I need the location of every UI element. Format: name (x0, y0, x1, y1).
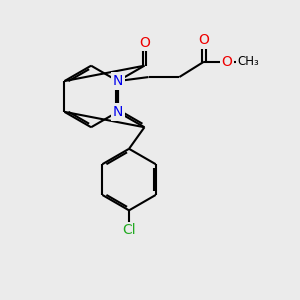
Text: N: N (112, 74, 123, 88)
Text: N: N (112, 105, 123, 119)
Text: O: O (139, 36, 150, 50)
Text: O: O (199, 33, 209, 47)
Text: Cl: Cl (122, 223, 136, 237)
Text: CH₃: CH₃ (237, 55, 259, 68)
Text: O: O (222, 55, 232, 69)
